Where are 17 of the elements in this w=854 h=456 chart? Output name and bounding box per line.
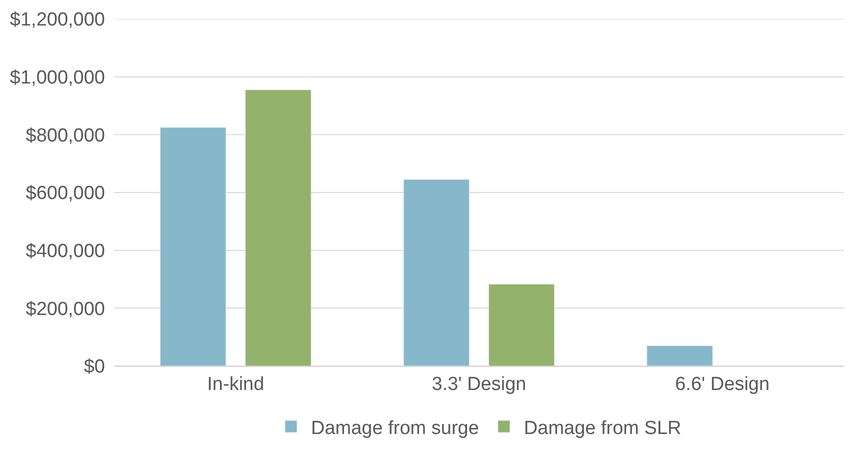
bar (245, 90, 312, 366)
y-tick-label: $800,000 (26, 125, 105, 146)
y-tick-label: $400,000 (26, 240, 105, 262)
bar (403, 179, 470, 366)
legend-label: Damage from SLR (524, 418, 682, 439)
bar (160, 127, 226, 366)
legend-label: Damage from surge (311, 418, 479, 439)
x-tick-label: 6.6' Design (675, 374, 770, 395)
y-tick-label: $600,000 (26, 183, 105, 204)
x-tick-label: 3.3' Design (432, 374, 526, 395)
y-tick-label: $0 (84, 356, 105, 378)
bar (646, 346, 713, 366)
y-tick-label: $1,000,000 (10, 67, 105, 88)
x-tick-label: In-kind (207, 374, 264, 395)
y-tick-label: $200,000 (26, 298, 105, 320)
y-tick-label: $1,200,000 (10, 10, 105, 31)
bar (488, 284, 555, 366)
